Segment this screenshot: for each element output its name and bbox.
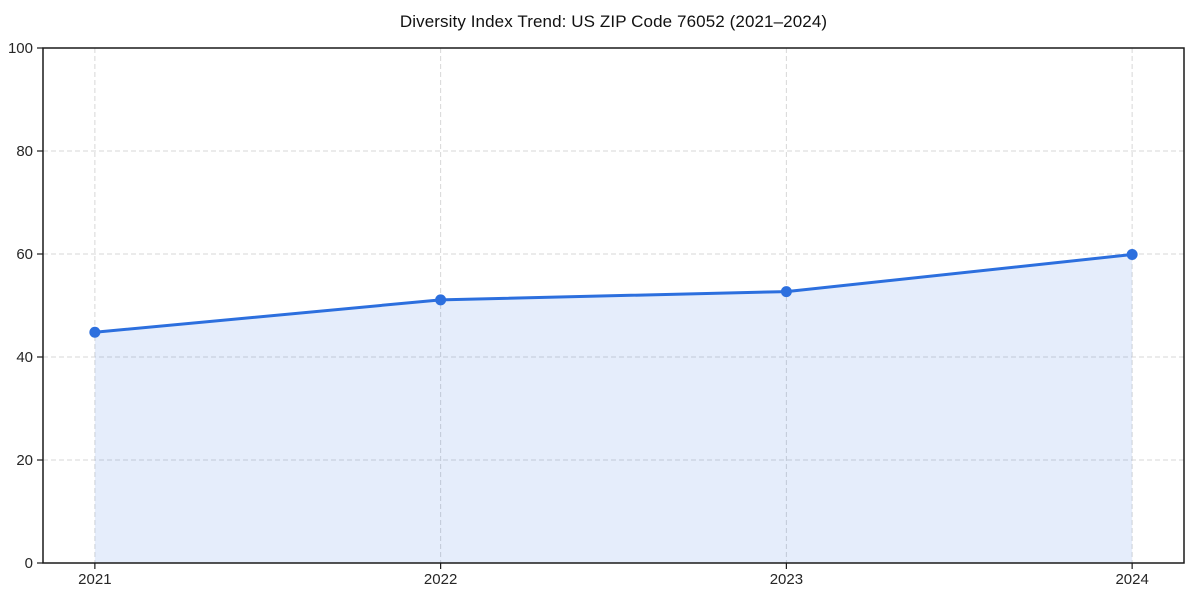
y-tick-label: 20 [16,452,33,469]
chart-title: Diversity Index Trend: US ZIP Code 76052… [399,12,828,31]
y-tick-label: 80 [16,143,33,160]
trend-line [93,253,1134,334]
plot-border [42,47,1185,564]
x-tick-label: 2022 [424,571,457,588]
x-tick-label: 2023 [770,571,803,588]
x-tick-label: 2024 [1115,571,1148,588]
area-fill [94,254,1133,563]
data-point-2023 [780,286,792,298]
y-tick-label: 40 [16,349,33,366]
y-tick-label: 0 [25,555,33,572]
y-tick-label: 60 [16,246,33,263]
x-tick-label: 2021 [78,571,111,588]
data-point-2024 [1126,249,1138,261]
y-tick-label: 100 [8,40,33,57]
data-point-2021 [89,326,101,338]
data-point-2022 [435,294,447,306]
